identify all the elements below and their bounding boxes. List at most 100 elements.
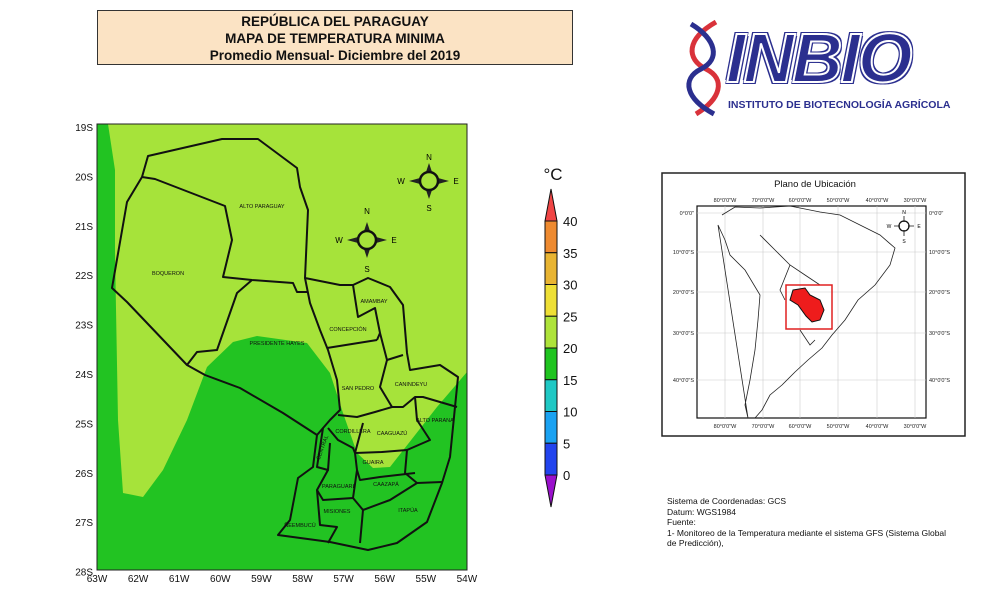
dept-label: CANINDEYU [395,382,427,388]
colorbar-tick-label: 25 [563,309,577,324]
inbio-logo: INBIO INSTITUTO DE BIOTECNOLOGÍA AGRÍCOL… [676,14,956,119]
paraguay-outline [111,138,459,551]
paraguay-location-shape [789,287,825,323]
location-map-title: Plano de Ubicación [774,179,856,190]
dept-label: CAAZAPÁ [373,481,399,488]
lon-label-bottom: 80°0'0"W [714,424,737,430]
lat-label-left: 0°0'0" [680,211,694,217]
lon-tick-label: 56W [374,574,395,585]
lat-label-left: 30°0'0"S [673,331,694,337]
logo-wordmark: INBIO [725,18,913,98]
compass-s: S [364,265,369,274]
dept-label: AMAMBAY [360,299,387,305]
lat-tick-label: 19S [75,123,93,134]
compass-rose-icon: N S E W [397,153,458,213]
compass-n: N [426,153,432,162]
lat-label-right: 20°0'0"S [929,290,950,296]
lon-label-top: 80°0'0"W [714,198,737,204]
lon-label-bottom: 40°0'0"W [866,424,889,430]
lon-tick-label: 58W [292,574,313,585]
dept-label: BOQUERON [152,271,184,277]
dept-label: ITAPÚA [398,507,418,514]
location-map: Plano de Ubicación 80°0'0"W 80°0'0"W 70°0'… [661,172,966,437]
compass-s: S [426,204,431,213]
dept-label: PRESIDENTE HAYES [250,341,305,347]
dept-label: ÑEEMBUCÚ [284,522,316,529]
map-frame [96,123,468,571]
lat-tick-label: 21S [75,222,93,233]
colorbar-segment [544,220,558,254]
lon-label-bottom: 50°0'0"W [827,424,850,430]
colorbar-upper-arrow [544,188,558,222]
lon-label-bottom: 60°0'0"W [789,424,812,430]
source-text: 1- Monitoreo de la Temperatura mediante … [667,527,947,538]
lat-label-right: 40°0'0"S [929,378,950,384]
source-text-cont: de Predicción), [667,538,724,549]
lat-tick-label: 28S [75,568,93,579]
lon-tick-label: 57W [333,574,354,585]
south-america-outline [717,205,896,419]
logo-subtitle: INSTITUTO DE BIOTECNOLOGÍA AGRÍCOLA [728,99,951,111]
lat-tick-label: 24S [75,370,93,381]
band-20-25 [108,124,467,497]
longitude-labels: 63W 62W 61W 60W 59W 58W 57W 56W 55W 54W [87,574,478,585]
colorbar-segment [544,347,558,381]
colorbar-tick-label: 5 [563,436,570,451]
colorbar-lower-arrow [544,474,558,508]
colorbar-segment [544,252,558,285]
dept-label: PARAGUARI [322,484,354,490]
colorbar-tick-label: 35 [563,246,577,261]
paraguay-highlight-box [785,284,833,330]
lon-label-top: 60°0'0"W [789,198,812,204]
latitude-labels: 19S 20S 21S 22S 23S 24S 25S 26S 27S 28S [75,123,93,579]
colorbar-segment [544,379,558,412]
lon-tick-label: 54W [457,574,478,585]
lon-label-top: 70°0'0"W [752,198,775,204]
lat-tick-label: 25S [75,419,93,430]
compass-w: W [335,236,343,245]
colorbar-tick-label: 15 [563,373,577,388]
map-title-box: REPÚBLICA DEL PARAGUAY MAPA DE TEMPERATU… [97,10,573,65]
dept-label: CENTRAL [316,435,330,461]
colorbar-segment [544,411,558,444]
compass-e: E [917,224,921,230]
dept-label: CONCEPCIÓN [329,326,366,333]
title-period: Promedio Mensual- Diciembre del 2019 [209,48,461,63]
band-15-20 [97,124,467,570]
coordinate-system: Sistema de Coordenadas: GCS [667,496,787,506]
dept-label: GUAIRA [362,460,383,466]
legend-unit: °C [543,165,562,184]
colorbar-tick-label: 30 [563,278,577,293]
lat-label-right: 0°0'0" [929,211,943,217]
dept-label: MISIONES [324,509,351,515]
colorbar-segment [544,315,558,349]
lat-label-left: 40°0'0"S [673,378,694,384]
compass-e: E [453,177,458,186]
lat-label-right: 10°0'0"S [929,250,950,256]
colorbar-tick-label: 20 [563,341,577,356]
dept-label: SAN PEDRO [342,386,375,392]
lat-label-right: 30°0'0"S [929,331,950,337]
lon-tick-label: 55W [416,574,437,585]
source-label: Fuente: [667,517,696,528]
lon-label-top: 50°0'0"W [827,198,850,204]
colorbar-tick-label: 40 [563,214,577,229]
lon-tick-label: 63W [87,574,108,585]
lat-label-left: 20°0'0"S [673,290,694,296]
lon-label-top: 40°0'0"W [866,198,889,204]
compass-e: E [391,236,396,245]
compass-s: S [902,239,906,245]
dept-label: CORDILLERA [335,429,370,435]
datum: Datum: WGS1984 [667,506,736,517]
dept-label: ALTO PARAGUAY [239,204,284,210]
lat-tick-label: 26S [75,469,93,480]
compass-n: N [364,207,370,216]
department-boundaries [111,138,459,551]
lat-tick-label: 22S [75,271,93,282]
colorbar-tick-label: 0 [563,468,570,483]
compass-w: W [887,224,892,230]
colorbar-segment [544,442,558,476]
lat-tick-label: 27S [75,518,93,529]
lon-tick-label: 61W [169,574,190,585]
department-labels: ALTO PARAGUAY BOQUERON PRESIDENTE HAYES … [152,204,454,529]
